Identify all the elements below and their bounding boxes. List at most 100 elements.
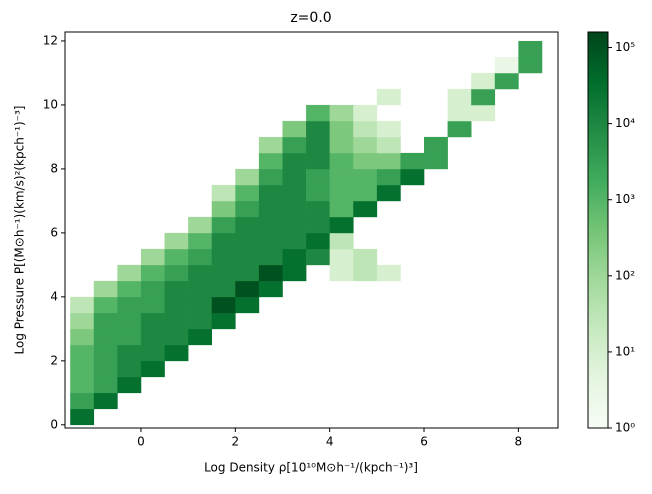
heatmap-cell [400, 152, 425, 170]
heatmap-cell [93, 392, 118, 410]
colorbar [587, 31, 609, 429]
heatmap-cell [494, 72, 519, 90]
heatmap-cell [140, 248, 165, 266]
heatmap-cell [188, 280, 213, 298]
heatmap-cell [353, 168, 378, 186]
heatmap-cell [329, 184, 354, 202]
heatmap-cell [282, 216, 307, 234]
heatmap-cell [70, 408, 95, 426]
heatmap-cell [235, 248, 260, 266]
heatmap-cell [353, 136, 378, 154]
heatmap-cell [164, 280, 189, 298]
heatmap-cell [93, 344, 118, 362]
y-tick-label: 6 [50, 225, 58, 239]
heatmap-cell [164, 232, 189, 250]
heatmap-cell [376, 168, 401, 186]
heatmap-cell [329, 168, 354, 186]
heatmap-cell [93, 328, 118, 346]
heatmap-cell [70, 376, 95, 394]
heatmap-cell [164, 312, 189, 330]
heatmap-cell [164, 248, 189, 266]
heatmap-cell [140, 296, 165, 314]
heatmap-cell [329, 248, 354, 266]
x-tick-label: 2 [231, 435, 239, 449]
plot-frame [64, 31, 559, 429]
heatmap-cell [164, 344, 189, 362]
heatmap-cell [306, 104, 330, 122]
heatmap-cell [117, 328, 142, 346]
heatmap-cell [258, 216, 283, 234]
heatmap-cell [188, 216, 213, 234]
heatmap-cell [329, 264, 354, 282]
heatmap-cell [447, 104, 472, 122]
y-tick-label: 4 [50, 289, 58, 303]
heatmap-cell [140, 360, 165, 378]
heatmap-cell [282, 232, 307, 250]
heatmap-cell [353, 104, 378, 122]
heatmap-cell [211, 216, 236, 234]
heatmap-cell [376, 184, 401, 202]
heatmap-cell [70, 392, 95, 410]
heatmap-cell [376, 88, 401, 106]
heatmap-cell [188, 248, 213, 266]
heatmap-cell [140, 312, 165, 330]
heatmap-cell [282, 136, 307, 154]
y-tick-label: 12 [43, 33, 58, 47]
heatmap-cell [93, 312, 118, 330]
heatmap-cell [117, 312, 142, 330]
heatmap-cell [447, 120, 472, 138]
heatmap-cell [258, 280, 283, 298]
heatmap-cell [211, 184, 236, 202]
heatmap-cell [494, 56, 519, 74]
heatmap-cell [164, 264, 189, 282]
heatmap-cell [282, 152, 307, 170]
heatmap-cell [306, 248, 330, 266]
heatmap-cell [188, 296, 213, 314]
heatmap-cell [117, 280, 142, 298]
heatmap-cell [164, 328, 189, 346]
heatmap-cell [258, 200, 283, 218]
heatmap-cell [353, 200, 378, 218]
heatmap-cell [235, 232, 260, 250]
chart-title: z=0.0 [290, 10, 331, 26]
heatmap-cell [211, 200, 236, 218]
heatmap-cell [211, 248, 236, 266]
heatmap-cell [140, 280, 165, 298]
y-axis-label: Log Pressure P[(M⊙h⁻¹)(km/s)²(kpch⁻¹)⁻³] [13, 106, 27, 355]
heatmap-cell [353, 248, 378, 266]
heatmap-cell [235, 216, 260, 234]
heatmap-cell [235, 200, 260, 218]
heatmap-cell [329, 216, 354, 234]
heatmap-cell [282, 168, 307, 186]
x-tick-label: 0 [137, 435, 145, 449]
heatmap-cell [353, 264, 378, 282]
heatmap-cell [211, 312, 236, 330]
y-tick-label: 8 [50, 161, 58, 175]
heatmap-cell [70, 296, 95, 314]
heatmap-cell [188, 264, 213, 282]
heatmap-cell [400, 168, 425, 186]
heatmap-cell [93, 296, 118, 314]
heatmap-cell [306, 200, 330, 218]
heatmap-cell [258, 184, 283, 202]
heatmap-cell [306, 152, 330, 170]
heatmap-cell [188, 232, 213, 250]
x-tick-label: 6 [420, 435, 428, 449]
heatmap-cell [329, 232, 354, 250]
heatmap-cell [376, 264, 401, 282]
heatmap-cell [235, 168, 260, 186]
heatmap-cell [258, 136, 283, 154]
heatmap-cell [140, 344, 165, 362]
x-axis-label: Log Density ρ[10¹⁰M⊙h⁻¹/(kpch⁻¹)³] [204, 461, 418, 475]
heatmap-cell [258, 248, 283, 266]
y-tick-label: 2 [50, 353, 58, 367]
heatmap-cell [306, 232, 330, 250]
heatmap-cell [235, 280, 260, 298]
heatmap-cell [518, 40, 543, 58]
heatmap-cell [424, 136, 448, 154]
heatmap-cell [258, 152, 283, 170]
heatmap-cell [376, 120, 401, 138]
heatmap-cell [70, 344, 95, 362]
heatmap-cell [93, 360, 118, 378]
